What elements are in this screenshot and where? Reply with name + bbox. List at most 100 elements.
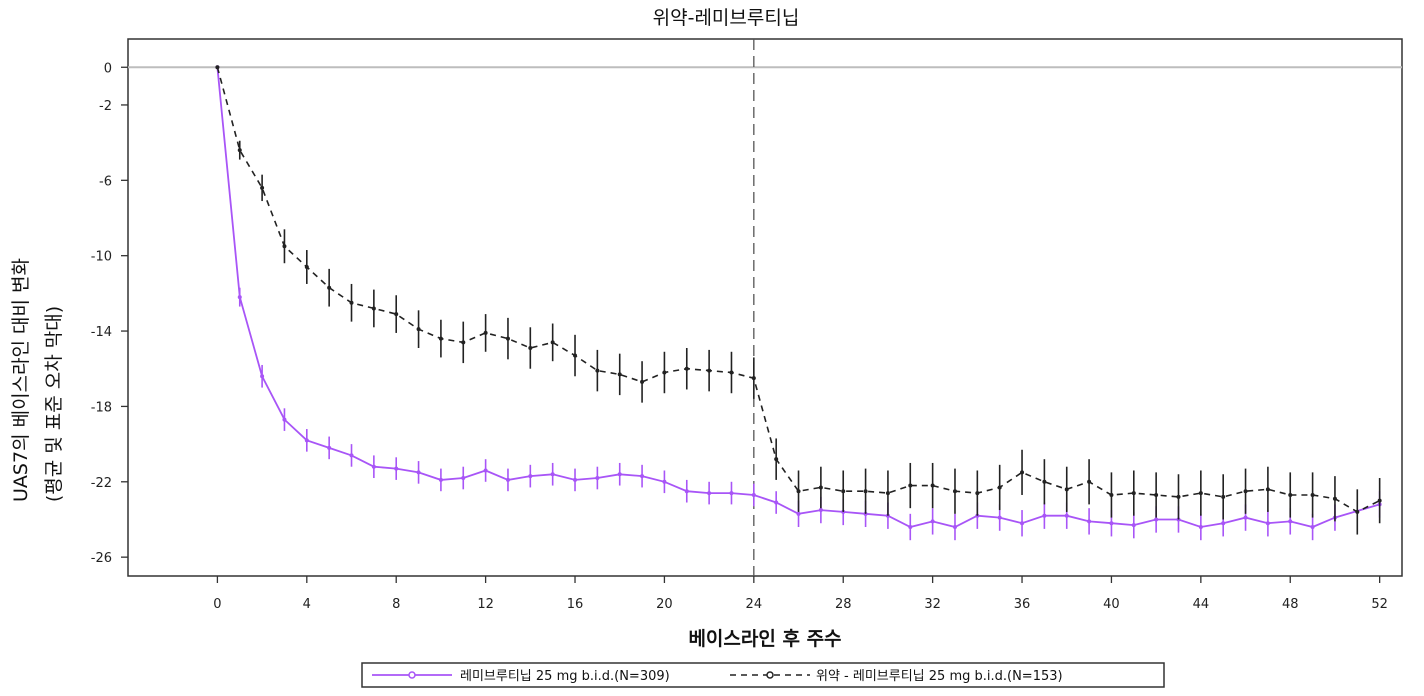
data-point [729, 370, 734, 375]
data-point [1265, 521, 1270, 526]
data-point [394, 466, 399, 471]
data-point [1243, 489, 1248, 494]
data-point [304, 264, 309, 269]
data-point [1087, 479, 1092, 484]
x-tick-label: 48 [1282, 597, 1299, 612]
legend-box [361, 662, 1165, 688]
data-point [1020, 470, 1025, 475]
data-point [1198, 491, 1203, 496]
data-point [1154, 517, 1159, 522]
data-point [1176, 494, 1181, 499]
data-point [595, 368, 600, 373]
data-point [327, 445, 332, 450]
data-point [505, 336, 510, 341]
x-tick-label: 52 [1371, 597, 1388, 612]
data-point [885, 491, 890, 496]
data-point [774, 500, 779, 505]
data-point [237, 295, 242, 300]
data-point [528, 346, 533, 351]
x-tick-label: 16 [567, 597, 584, 612]
data-point [416, 327, 421, 332]
data-point [371, 306, 376, 311]
data-point [1288, 519, 1293, 524]
chart-title: 위약-레미브루티닙 [653, 7, 800, 29]
legend: 레미브루티닙 25 mg b.i.d.(N=309) 위약 - 레미브루티닙 2… [361, 662, 1165, 688]
data-point [1243, 515, 1248, 520]
y-tick-label: -22 [91, 476, 112, 491]
data-point [1265, 487, 1270, 492]
data-point [461, 340, 466, 345]
series-placebo [215, 65, 1382, 535]
data-point [1355, 509, 1360, 514]
data-point [1154, 492, 1159, 497]
data-point [505, 477, 510, 482]
x-tick-label: 24 [746, 597, 763, 612]
data-point [640, 379, 645, 384]
data-point [349, 453, 354, 458]
data-point [1109, 521, 1114, 526]
data-point [1288, 492, 1293, 497]
y-axis-label-line2: (평균 및 표준 오차 막대) [43, 306, 65, 502]
data-point [796, 489, 801, 494]
data-point [930, 483, 935, 488]
data-point [729, 491, 734, 496]
data-point [550, 340, 555, 345]
data-point [997, 515, 1002, 520]
data-point [282, 244, 287, 249]
data-point [818, 508, 823, 513]
data-point [1064, 487, 1069, 492]
data-point [617, 472, 622, 477]
data-point [684, 489, 689, 494]
data-point [461, 476, 466, 481]
data-point [818, 485, 823, 490]
x-tick-label: 8 [392, 597, 400, 612]
data-point [707, 491, 712, 496]
legend-marker-placebo [766, 671, 774, 679]
legend-label-remibrutinib: 레미브루티닙 25 mg b.i.d.(N=309) [460, 669, 670, 684]
data-point [952, 489, 957, 494]
data-point [1131, 523, 1136, 528]
data-point [1064, 513, 1069, 518]
data-point [371, 464, 376, 469]
y-axis-label-line1: UAS7의 베이스라인 대비 변화 [10, 258, 32, 502]
data-point [997, 485, 1002, 490]
data-point [260, 185, 265, 190]
data-point [1042, 479, 1047, 484]
legend-label-placebo: 위약 - 레미브루티닙 25 mg b.i.d.(N=153) [816, 669, 1063, 684]
data-point [1087, 519, 1092, 524]
data-point [662, 370, 667, 375]
data-point [796, 511, 801, 516]
data-point [863, 489, 868, 494]
y-axis: 0 -2 -6 -10 -14 -18 -22 -26 [91, 61, 128, 566]
data-point [662, 479, 667, 484]
data-point [684, 366, 689, 371]
x-tick-label: 36 [1014, 597, 1031, 612]
data-point [617, 372, 622, 377]
x-tick-label: 20 [656, 597, 673, 612]
data-point [908, 525, 913, 530]
x-tick-label: 12 [477, 597, 494, 612]
data-point [908, 483, 913, 488]
data-point [394, 312, 399, 317]
y-tick-label: -26 [91, 551, 112, 566]
data-point [751, 492, 756, 497]
data-point [1310, 525, 1315, 530]
data-point [751, 376, 756, 381]
data-point [573, 353, 578, 358]
data-point [640, 474, 645, 479]
data-point [975, 491, 980, 496]
data-point [1332, 496, 1337, 501]
x-tick-label: 40 [1103, 597, 1120, 612]
y-tick-label: -6 [99, 174, 112, 189]
x-tick-label: 28 [835, 597, 852, 612]
series-line [216, 67, 1380, 528]
data-point [1377, 498, 1382, 503]
data-point [952, 525, 957, 530]
data-point [1221, 494, 1226, 499]
data-point [841, 489, 846, 494]
x-tick-label: 4 [303, 597, 311, 612]
data-point [1131, 491, 1136, 496]
data-point [327, 285, 332, 290]
data-point [438, 336, 443, 341]
